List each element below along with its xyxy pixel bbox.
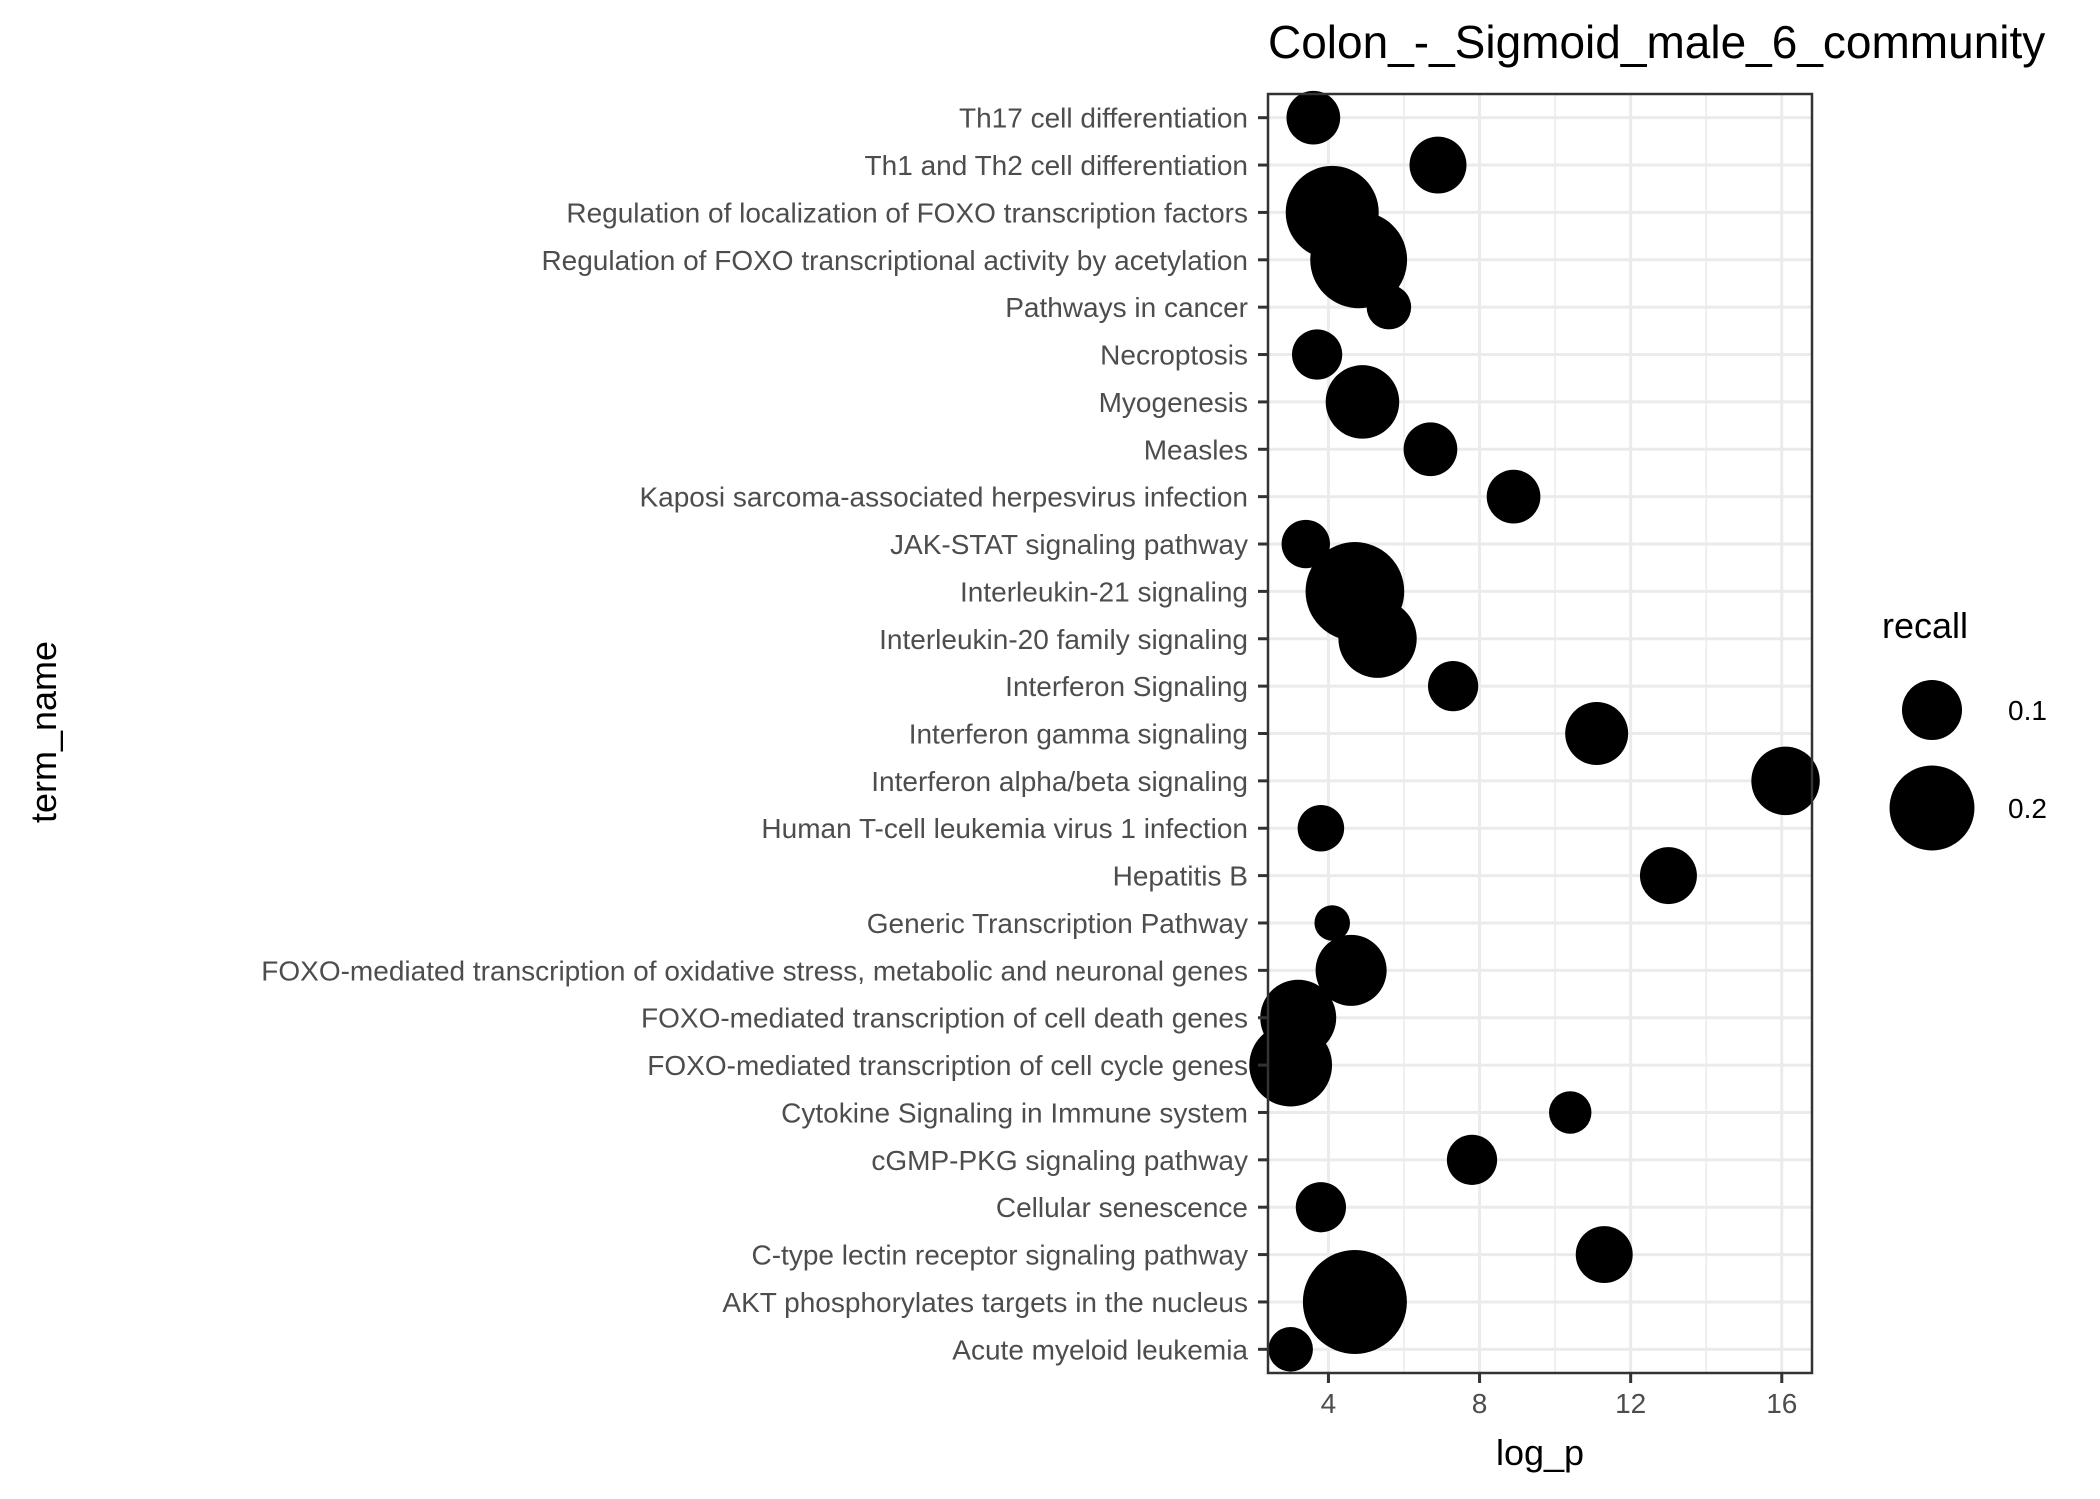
legend-label: 0.2 [2008,793,2047,824]
y-tick-label: Interleukin-20 family signaling [879,624,1248,655]
y-tick-label: Interferon alpha/beta signaling [871,766,1248,797]
data-point [1295,1182,1347,1233]
y-tick-label: C-type lectin receptor signaling pathway [752,1240,1248,1271]
data-point [1548,1091,1592,1134]
x-tick-label: 8 [1472,1388,1488,1419]
data-point [1315,934,1387,1006]
data-point [1565,702,1629,765]
y-tick-label: Necroptosis [1100,340,1248,371]
y-axis-title: term_name [23,641,64,823]
y-tick-label: Hepatitis B [1113,861,1248,892]
data-point [1281,519,1330,569]
y-tick-label: Human T-cell leukemia virus 1 infection [761,813,1248,844]
y-tick-label: FOXO-mediated transcription of cell cycl… [647,1050,1248,1081]
legend-title: recall [1882,605,1968,646]
chart-points [1249,90,1820,1372]
data-point [1486,469,1541,524]
data-point [1403,422,1458,477]
data-point [1325,365,1400,439]
y-tick-label: Regulation of FOXO transcriptional activ… [541,245,1248,276]
y-tick-label: Cellular senescence [996,1192,1248,1223]
data-point [1302,1249,1407,1354]
data-point [1427,661,1479,712]
y-axis-ticks: Th17 cell differentiation Th1 and Th2 cel… [261,103,1268,1365]
y-tick-label: AKT phosphorylates targets in the nucleu… [722,1287,1248,1318]
data-point [1639,847,1697,905]
data-point [1249,1023,1333,1107]
x-tick-label: 12 [1615,1388,1646,1419]
y-tick-label: Cytokine Signaling in Immune system [781,1097,1248,1128]
y-tick-label: Interleukin-21 signaling [960,576,1248,607]
x-tick-label: 4 [1321,1388,1337,1419]
data-point [1291,329,1343,380]
y-tick-label: Th1 and Th2 cell differentiation [865,150,1248,181]
y-tick-label: JAK-STAT signaling pathway [890,529,1248,560]
y-tick-label: Kaposi sarcoma-associated herpesvirus in… [639,482,1248,513]
data-point [1310,211,1408,309]
data-point [1297,804,1345,852]
legend-key [1889,765,1975,851]
y-tick-label: Generic Transcription Pathway [867,908,1248,939]
data-point [1751,746,1820,816]
data-point [1286,90,1341,145]
y-tick-label: FOXO-mediated transcription of cell deat… [641,1003,1248,1034]
legend: recall 0.1 0.2 [1882,605,2047,851]
y-tick-label: Interferon gamma signaling [909,719,1248,750]
y-tick-label: Myogenesis [1099,387,1248,418]
data-point [1268,1327,1313,1372]
y-tick-label: Acute myeloid leukemia [952,1334,1248,1365]
y-tick-label: Th17 cell differentiation [959,103,1248,134]
y-tick-label: Interferon Signaling [1005,671,1248,702]
x-tick-label: 16 [1766,1388,1797,1419]
data-point [1575,1226,1633,1284]
data-point [1338,599,1417,678]
y-tick-label: FOXO-mediated transcription of oxidative… [261,955,1248,986]
chart-title: Colon_-_Sigmoid_male_6_community [1268,16,2045,68]
y-tick-label: Regulation of localization of FOXO trans… [566,197,1248,228]
legend-label: 0.1 [2008,695,2047,726]
data-point [1366,284,1412,330]
x-axis-title: log_p [1496,1432,1584,1473]
legend-key [1901,679,1963,741]
y-tick-label: cGMP-PKG signaling pathway [871,1145,1248,1176]
data-point [1446,1134,1498,1185]
y-tick-label: Pathways in cancer [1005,292,1248,323]
x-axis-ticks: 4 8 12 16 [1321,1373,1797,1419]
data-point [1314,905,1350,941]
panel-border [1266,92,1814,1375]
y-tick-label: Measles [1144,434,1248,465]
data-point [1409,136,1467,194]
